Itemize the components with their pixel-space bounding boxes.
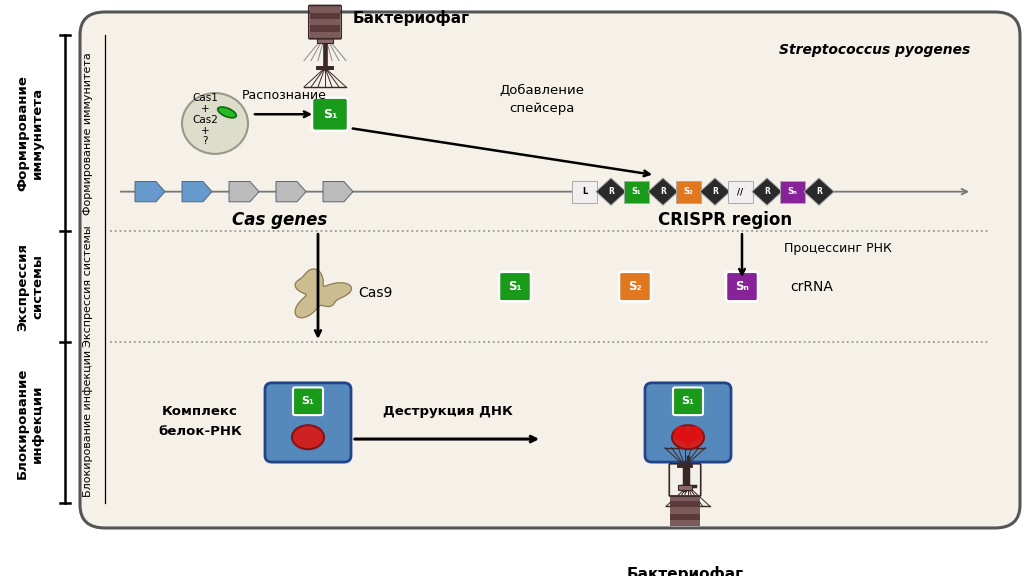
Text: Блокирование инфекции: Блокирование инфекции [83,350,93,497]
Polygon shape [700,178,730,206]
Ellipse shape [292,425,324,449]
Text: Cas1
+
Cas2
+
?: Cas1 + Cas2 + ? [193,93,218,146]
FancyArrow shape [229,181,259,202]
FancyBboxPatch shape [780,181,805,203]
Text: R: R [816,187,822,196]
FancyArrow shape [323,181,353,202]
Text: Cas9: Cas9 [358,286,392,300]
FancyBboxPatch shape [645,383,731,462]
FancyBboxPatch shape [678,485,692,490]
Text: R: R [660,187,666,196]
FancyBboxPatch shape [671,520,699,526]
Text: Комплекс: Комплекс [162,405,238,418]
Text: S₁: S₁ [632,187,641,196]
FancyBboxPatch shape [676,181,701,203]
Text: Распознание: Распознание [242,89,327,103]
Text: crRNA: crRNA [790,279,833,294]
FancyBboxPatch shape [618,272,651,301]
Text: спейсера: спейсера [509,102,574,115]
Text: Деструкция ДНК: Деструкция ДНК [383,405,513,418]
FancyBboxPatch shape [80,12,1020,528]
FancyBboxPatch shape [671,507,699,514]
Text: Бактериофаг: Бактериофаг [353,10,470,25]
Polygon shape [648,178,678,206]
Text: Процессинг РНК: Процессинг РНК [784,242,892,255]
FancyBboxPatch shape [265,383,351,462]
Text: Формирование
иммунитета: Формирование иммунитета [16,75,44,191]
Text: R: R [608,187,614,196]
Ellipse shape [688,426,702,441]
Text: Sₙ: Sₙ [735,280,749,293]
Text: Экспрессия системы: Экспрессия системы [83,226,93,347]
FancyBboxPatch shape [728,181,753,203]
FancyBboxPatch shape [671,495,699,501]
Text: Cas genes: Cas genes [232,211,328,229]
Text: //: // [737,187,743,196]
Text: S₁: S₁ [682,396,694,406]
FancyBboxPatch shape [726,272,758,301]
Ellipse shape [218,107,237,118]
Ellipse shape [672,425,705,449]
Text: Формирование иммунитета: Формирование иммунитета [83,52,93,214]
FancyBboxPatch shape [624,181,649,203]
FancyBboxPatch shape [671,501,699,507]
FancyArrow shape [135,181,165,202]
Text: S₂: S₂ [684,187,693,196]
FancyBboxPatch shape [673,388,703,415]
FancyArrow shape [276,181,306,202]
Polygon shape [752,178,782,206]
FancyBboxPatch shape [317,38,333,43]
Polygon shape [295,269,351,318]
Polygon shape [596,178,626,206]
Text: S₂: S₂ [628,280,642,293]
FancyBboxPatch shape [310,19,340,25]
FancyBboxPatch shape [310,32,340,38]
FancyBboxPatch shape [310,6,340,13]
Text: белок-РНК: белок-РНК [158,425,242,438]
Text: Добавление: Добавление [500,84,585,97]
Polygon shape [677,434,699,446]
Text: Блокирование
инфекции: Блокирование инфекции [16,367,44,479]
Text: L: L [582,187,587,196]
Text: CRISPR region: CRISPR region [658,211,792,229]
Text: S₁: S₁ [508,280,522,293]
FancyArrow shape [182,181,212,202]
FancyBboxPatch shape [312,98,348,131]
Text: R: R [764,187,770,196]
FancyBboxPatch shape [572,181,597,203]
Text: Бактериофаг: Бактериофаг [627,566,743,576]
FancyBboxPatch shape [499,272,531,301]
Text: S₁: S₁ [301,396,314,406]
FancyBboxPatch shape [310,25,340,32]
Ellipse shape [674,426,688,441]
Text: Экспрессия
системы: Экспрессия системы [16,242,44,331]
Circle shape [182,93,248,154]
Text: Streptococcus pyogenes: Streptococcus pyogenes [778,43,970,57]
FancyBboxPatch shape [310,13,340,19]
FancyBboxPatch shape [293,388,323,415]
FancyBboxPatch shape [671,514,699,520]
Polygon shape [804,178,835,206]
Text: R: R [712,187,718,196]
Text: S₁: S₁ [323,108,337,121]
Text: Sₙ: Sₙ [787,187,798,196]
